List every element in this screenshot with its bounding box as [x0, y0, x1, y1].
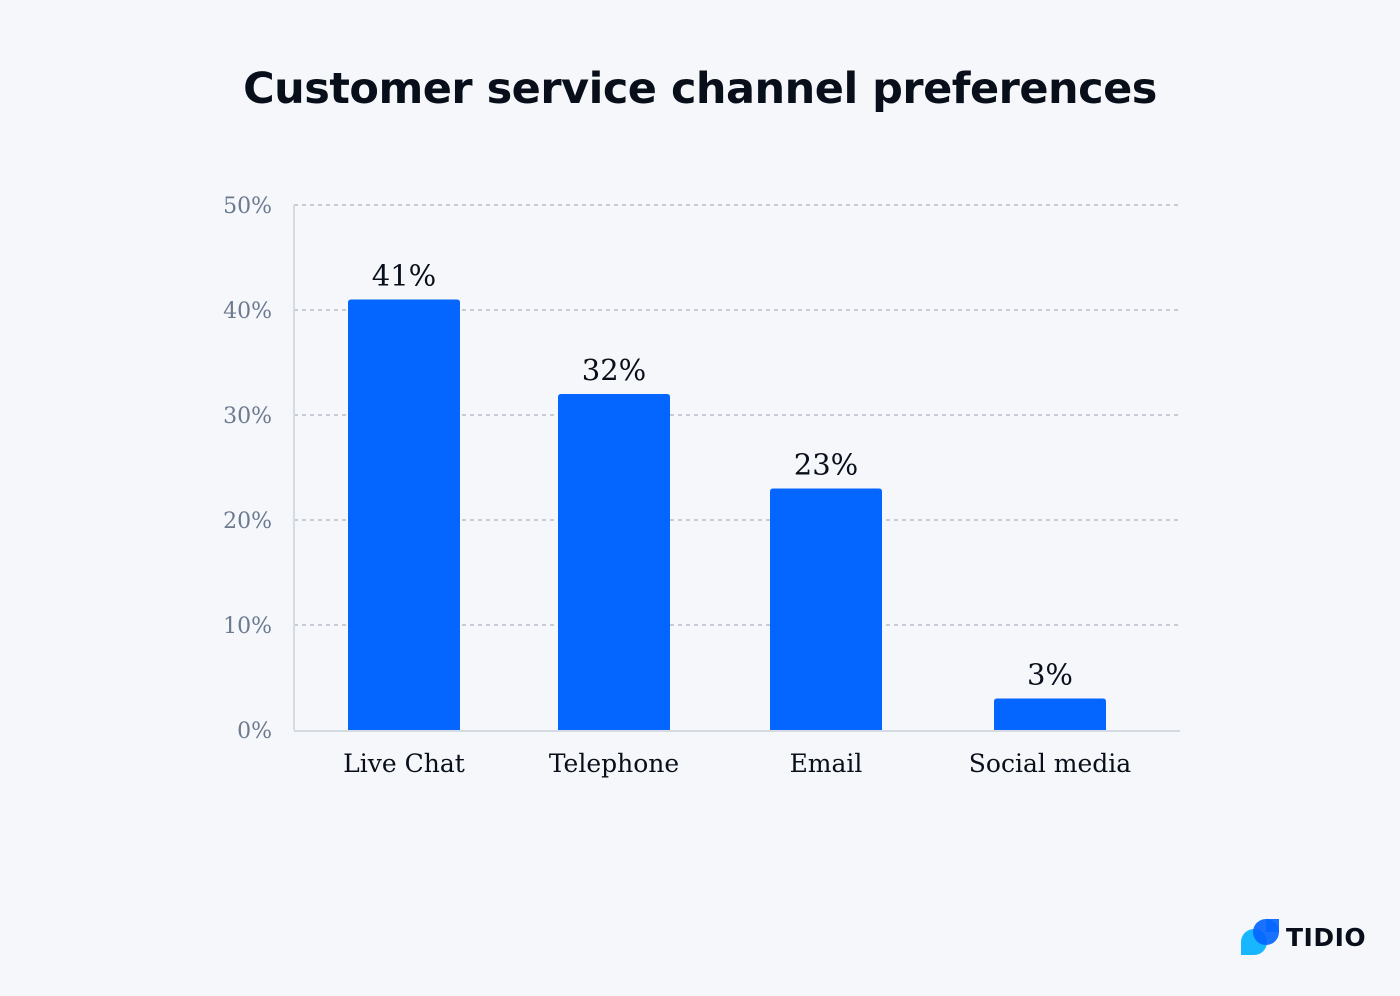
x-tick-label: Email	[790, 749, 863, 778]
tidio-logo: TIDIO	[1240, 918, 1366, 956]
y-tick-label: 10%	[223, 614, 272, 639]
chart-title: Customer service channel preferences	[243, 64, 1157, 114]
data-label: 3%	[1027, 658, 1073, 692]
bar	[558, 394, 670, 730]
y-tick-label: 40%	[223, 299, 272, 324]
tidio-logo-icon	[1241, 919, 1279, 955]
y-tick-label: 0%	[237, 719, 272, 744]
bar	[994, 698, 1106, 730]
data-label: 32%	[582, 353, 646, 387]
x-tick-label: Social media	[969, 749, 1132, 778]
logo-text: TIDIO	[1286, 922, 1367, 952]
y-tick-label: 30%	[223, 404, 272, 429]
data-label: 41%	[372, 259, 436, 293]
bar	[348, 299, 460, 730]
y-tick-label: 50%	[223, 194, 272, 219]
bar	[770, 488, 882, 730]
x-tick-label: Live Chat	[343, 749, 465, 778]
x-tick-label: Telephone	[549, 749, 679, 778]
data-label: 23%	[794, 448, 858, 482]
y-tick-label: 20%	[223, 509, 272, 534]
